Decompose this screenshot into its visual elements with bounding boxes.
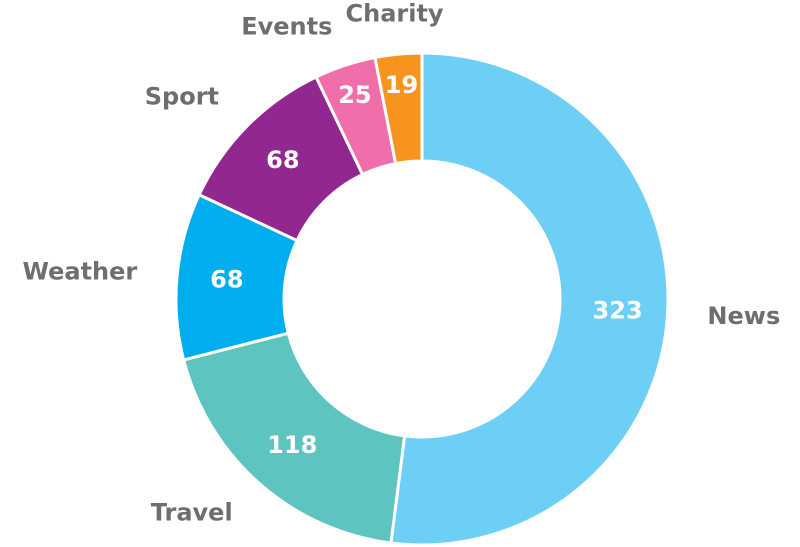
value-label: 25	[338, 81, 371, 109]
value-label: 118	[267, 431, 317, 459]
donut-segment	[389, 51, 670, 547]
value-label: 19	[385, 71, 418, 99]
donut-segment	[181, 331, 407, 545]
category-label: Sport	[145, 83, 219, 111]
category-label: Events	[241, 12, 332, 40]
value-label: 323	[593, 296, 643, 324]
category-label: Charity	[346, 0, 444, 27]
donut-segment	[373, 51, 424, 166]
category-label: Travel	[151, 498, 233, 526]
value-label: 68	[210, 266, 243, 294]
value-label: 68	[266, 146, 299, 174]
category-label: News	[707, 302, 780, 330]
category-label: Weather	[22, 257, 137, 285]
